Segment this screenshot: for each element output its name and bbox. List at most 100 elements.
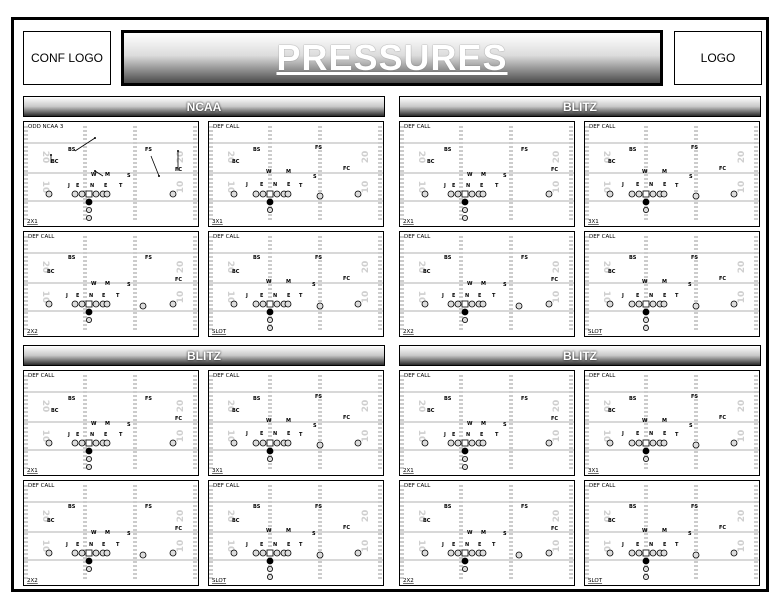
defender-fc: FC	[719, 276, 726, 282]
yard-number: 20	[737, 261, 747, 274]
play-diagram: 20 20 10 10 DEF CALL 2X2 BS FS BC FC W M S J E N E T	[23, 231, 199, 337]
yard-number: 10	[552, 430, 562, 443]
diagram-border	[584, 370, 760, 476]
formation-label: 2X1	[403, 219, 414, 225]
slot-receiver	[316, 441, 324, 449]
tight-end	[103, 190, 111, 198]
slot-receiver	[692, 302, 700, 310]
diagram-border	[399, 370, 575, 476]
defender-bc: BC	[232, 269, 240, 275]
defender-bs: BS	[444, 255, 452, 261]
defender-s: S	[503, 173, 507, 179]
offensive-lineman	[468, 300, 476, 308]
fullback	[86, 215, 93, 222]
defender-s: S	[688, 531, 692, 537]
offensive-lineman	[259, 549, 267, 557]
yard-number: 20	[737, 151, 747, 164]
defender-e: E	[102, 542, 106, 548]
quarterback	[266, 198, 274, 206]
running-back	[643, 207, 650, 214]
yard-number: 20	[361, 400, 371, 413]
defender-s: S	[689, 423, 693, 429]
defender-j: J	[621, 182, 624, 188]
quarterback	[85, 447, 93, 455]
offensive-lineman	[468, 549, 476, 557]
defender-s: S	[127, 531, 131, 537]
defender-e: E	[636, 182, 640, 188]
wide-receiver	[730, 300, 738, 308]
defender-n: N	[466, 432, 470, 438]
wide-receiver	[730, 190, 738, 198]
offensive-lineman	[71, 300, 79, 308]
defender-m: M	[105, 530, 110, 536]
slot-receiver	[692, 441, 700, 449]
defender-fc: FC	[719, 525, 726, 531]
defender-e: E	[76, 542, 80, 548]
defender-bs: BS	[253, 147, 261, 153]
wide-receiver	[230, 549, 238, 557]
slot-receiver	[515, 302, 523, 310]
defender-e: E	[452, 542, 456, 548]
formation-label: 2X1	[403, 468, 414, 474]
title-bar: PRESSURES	[121, 30, 663, 86]
defender-fs: FS	[145, 255, 152, 261]
yard-number: 10	[361, 540, 371, 553]
fullback	[643, 574, 650, 581]
section-header-blitz-1: BLITZ	[399, 96, 761, 117]
defender-bs: BS	[253, 504, 261, 510]
defender-n: N	[466, 183, 470, 189]
center-square	[461, 190, 469, 198]
defender-fc: FC	[551, 526, 558, 532]
yard-number: 20	[601, 151, 611, 164]
def-call-label: ODD NCAA 3	[28, 124, 64, 130]
tight-end	[479, 300, 487, 308]
formation-label: 2X1	[27, 219, 38, 225]
section-header-blitz-3: BLITZ	[399, 345, 761, 366]
offensive-lineman	[252, 549, 260, 557]
center-square	[266, 190, 274, 198]
defender-e: E	[260, 293, 264, 299]
wide-receiver	[606, 439, 614, 447]
defender-fc: FC	[343, 415, 350, 421]
play-diagram: 20 20 10 10 DEF CALL 2X2 BS FS BC FC W M S J E N E T	[399, 231, 575, 337]
wide-receiver	[606, 549, 614, 557]
defender-fc: FC	[175, 167, 182, 173]
wide-receiver	[354, 439, 362, 447]
fullback	[643, 325, 650, 332]
offensive-lineman	[78, 549, 86, 557]
offensive-lineman	[447, 439, 455, 447]
yard-number: 20	[176, 510, 186, 523]
defender-m: M	[105, 281, 110, 287]
defender-bc: BC	[423, 518, 431, 524]
center-square	[461, 300, 469, 308]
defender-bs: BS	[68, 147, 76, 153]
quarterback	[461, 198, 469, 206]
defender-j: J	[245, 182, 248, 188]
defender-m: M	[105, 172, 110, 178]
wide-receiver	[354, 190, 362, 198]
pressure-arrow	[74, 137, 96, 152]
defender-bc: BC	[47, 269, 55, 275]
play-diagram: 20 20 10 10 DEF CALL 3X1 BS FS BC FC W M S J E N E T	[584, 370, 760, 476]
defender-t: T	[675, 432, 679, 438]
center-square	[642, 549, 650, 557]
defender-fs: FS	[691, 255, 698, 261]
yard-number: 10	[737, 430, 747, 443]
offensive-lineman	[447, 549, 455, 557]
center-square	[461, 549, 469, 557]
def-call-label: DEF CALL	[213, 483, 240, 489]
defender-t: T	[495, 183, 499, 189]
defender-bs: BS	[68, 255, 76, 261]
formation-label: 2X2	[27, 329, 38, 335]
quarterback	[461, 557, 469, 565]
defender-t: T	[299, 542, 303, 548]
offensive-lineman	[92, 439, 100, 447]
wide-receiver	[45, 190, 53, 198]
defender-w: W	[91, 172, 97, 178]
yard-number: 10	[40, 540, 50, 553]
defender-fs: FS	[521, 147, 528, 153]
wide-receiver	[730, 549, 738, 557]
defender-s: S	[313, 423, 317, 429]
defender-e: E	[104, 432, 108, 438]
yard-number: 10	[361, 181, 371, 194]
